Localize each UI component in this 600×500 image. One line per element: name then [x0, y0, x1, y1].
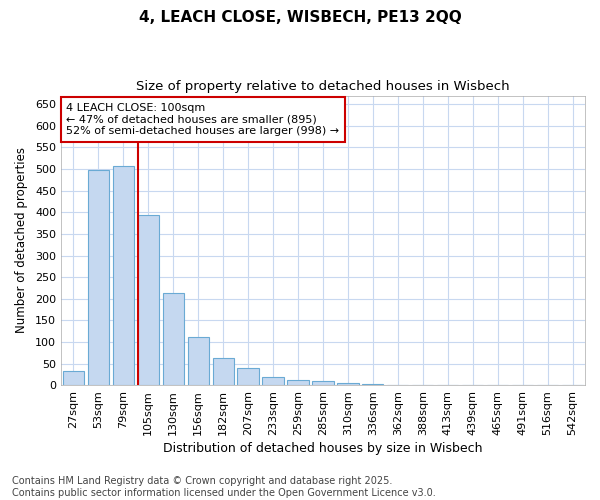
Text: 4 LEACH CLOSE: 100sqm
← 47% of detached houses are smaller (895)
52% of semi-det: 4 LEACH CLOSE: 100sqm ← 47% of detached …	[66, 103, 339, 136]
Bar	[362, 384, 383, 385]
Bar	[212, 358, 234, 385]
Bar	[262, 376, 284, 385]
Bar	[287, 380, 308, 385]
Bar	[137, 216, 159, 385]
Bar	[88, 170, 109, 385]
Text: 4, LEACH CLOSE, WISBECH, PE13 2QQ: 4, LEACH CLOSE, WISBECH, PE13 2QQ	[139, 10, 461, 25]
Bar	[163, 292, 184, 385]
Bar	[238, 368, 259, 385]
Text: Contains HM Land Registry data © Crown copyright and database right 2025.
Contai: Contains HM Land Registry data © Crown c…	[12, 476, 436, 498]
Bar	[113, 166, 134, 385]
X-axis label: Distribution of detached houses by size in Wisbech: Distribution of detached houses by size …	[163, 442, 483, 455]
Y-axis label: Number of detached properties: Number of detached properties	[15, 148, 28, 334]
Bar	[188, 337, 209, 385]
Title: Size of property relative to detached houses in Wisbech: Size of property relative to detached ho…	[136, 80, 510, 93]
Bar	[337, 384, 359, 385]
Bar	[63, 372, 84, 385]
Bar	[313, 382, 334, 385]
